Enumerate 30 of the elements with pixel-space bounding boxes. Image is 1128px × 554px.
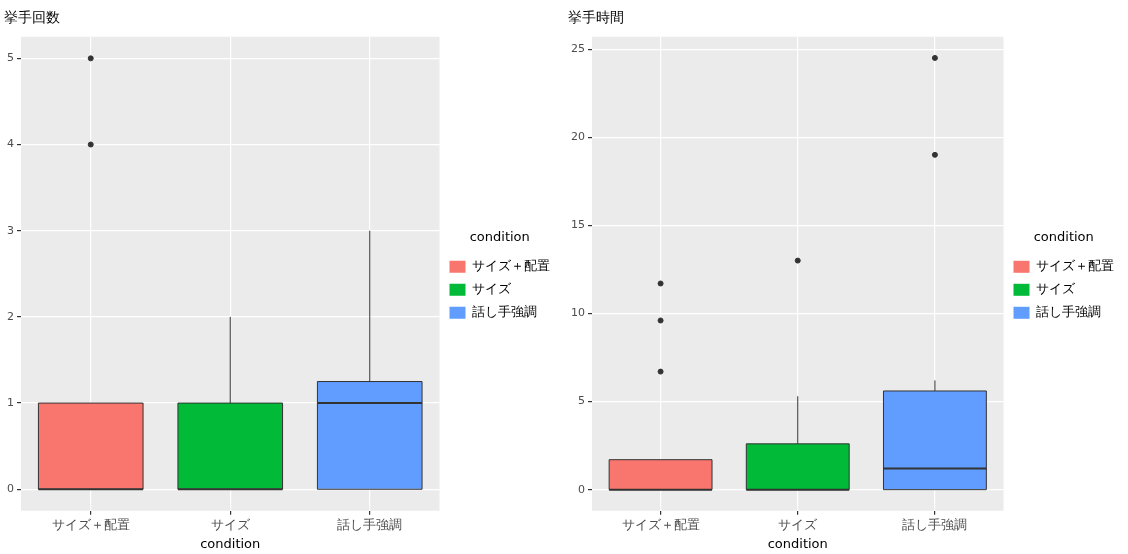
chart-title: 挙手回数 <box>4 9 60 26</box>
y-tick-label: 4 <box>7 137 14 151</box>
x-tick-label: サイズ＋配置 <box>621 516 700 532</box>
legend-label: 話し手強調 <box>1036 304 1101 320</box>
x-tick-label: 話し手強調 <box>337 516 403 532</box>
y-tick-label: 1 <box>7 395 14 409</box>
legend-label: 話し手強調 <box>472 304 537 320</box>
legend-label: サイズ＋配置 <box>472 258 550 274</box>
x-tick-label: サイズ <box>210 516 251 532</box>
x-axis-title: condition <box>200 535 261 551</box>
y-tick-label: 3 <box>7 223 14 237</box>
y-tick-label: 5 <box>7 51 14 65</box>
y-tick-label: 15 <box>571 218 585 232</box>
legend-label: サイズ <box>472 281 512 297</box>
y-tick-label: 20 <box>571 130 585 144</box>
y-tick-label: 10 <box>571 306 585 320</box>
x-axis-title: condition <box>767 535 828 551</box>
x-tick-label: サイズ＋配置 <box>51 516 130 532</box>
legend-label: サイズ＋配置 <box>1036 258 1114 274</box>
x-tick-label: サイズ <box>778 516 819 532</box>
y-tick-label: 25 <box>571 41 585 55</box>
legend-label: サイズ <box>1036 281 1076 297</box>
legend-title: condition <box>469 228 530 244</box>
legend-title: condition <box>1033 228 1094 244</box>
y-tick-label: 0 <box>7 482 14 496</box>
y-tick-label: 0 <box>578 482 585 496</box>
y-tick-label: 5 <box>578 394 585 408</box>
y-tick-label: 2 <box>7 309 14 323</box>
chart-title: 挙手時間 <box>568 9 624 26</box>
x-tick-label: 話し手強調 <box>902 516 968 532</box>
